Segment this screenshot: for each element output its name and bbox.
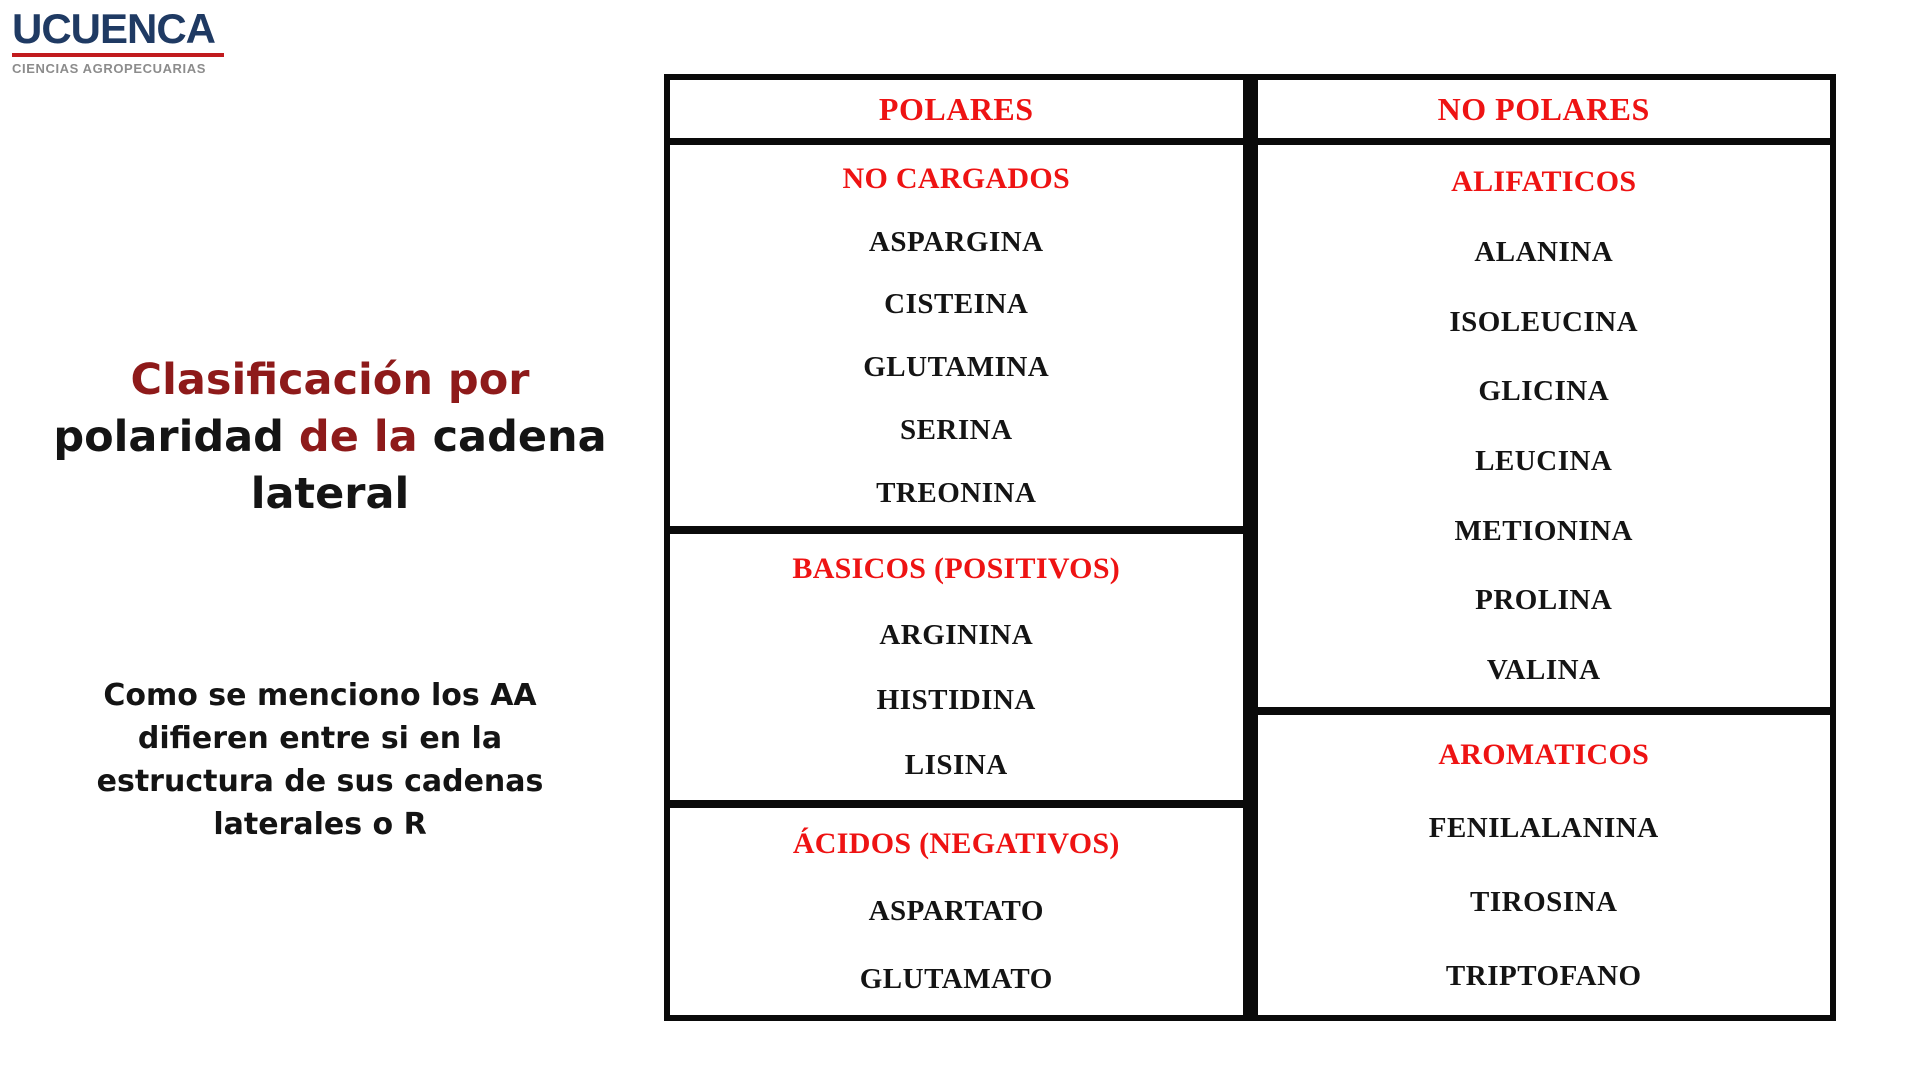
table-column: ALIFATICOS ALANINA ISOLEUCINA GLICINA LEUCIN… [1257,145,1830,1015]
amino-acid-item: ISOLEUCINA [1449,305,1639,338]
paragraph-line: difieren entre si en la [137,721,503,756]
amino-acid-item: CISTEINA [884,288,1029,321]
classification-table: POLARES NO POLARES NO CARGADOS ASPARGINA CI… [664,74,1836,1021]
amino-acid-item: TRIPTOFANO [1445,959,1642,992]
section-title: ÁCIDOS (NEGATIVOS) [792,826,1120,860]
amino-acid-item: LISINA [904,748,1008,781]
table-column: NO CARGADOS ASPARGINA CISTEINA GLUTAMINA SER… [670,145,1243,1015]
table-column-header: NO POLARES [1257,80,1830,138]
section-title: AROMATICOS [1438,737,1650,771]
logo-wordmark: UCUENCA [12,5,216,52]
amino-acid-item: GLUTAMINA [863,351,1050,384]
table-section: AROMATICOS FENILALANINA TIROSINA TRIPTOFANO [1257,715,1830,1015]
amino-acid-item: SERINA [899,413,1013,446]
amino-acid-item: ALANINA [1474,236,1614,268]
section-title: ALIFATICOS [1451,165,1637,199]
amino-acid-item: GLUTAMATO [859,962,1053,995]
table-header-row: POLARES NO POLARES [670,80,1830,138]
amino-acid-item: TIROSINA [1470,885,1618,918]
table-column-header: POLARES [670,80,1243,138]
table-section: BASICOS (POSITIVOS) ARGININA HISTIDINA LISI… [670,534,1243,800]
amino-acid-item: FENILALANINA [1428,812,1659,845]
title-segment: lateral [250,469,410,519]
table-body-row: NO CARGADOS ASPARGINA CISTEINA GLUTAMINA SER… [670,145,1830,1015]
title-line: polaridad de la cadena [30,409,630,466]
amino-acid-item: ARGININA [879,618,1034,651]
paragraph-line: Como se menciono los AA [103,678,537,713]
logo-subtitle: CIENCIAS AGROPECUARIAS [12,61,207,76]
logo-underline [12,53,224,57]
title-segment: Clasificación por [130,355,530,405]
slide-title: Clasificación por polaridad de la cadena l… [30,352,630,523]
paragraph-line: estructura de sus cadenas [96,764,544,799]
table-section: ALIFATICOS ALANINA ISOLEUCINA GLICINA LEUCIN… [1257,145,1830,708]
table-section: ÁCIDOS (NEGATIVOS) ASPARTATO GLUTAMATO [670,807,1243,1015]
title-line: Clasificación por [30,352,630,409]
amino-acid-item: VALINA [1486,654,1601,687]
title-line: lateral [30,466,630,523]
amino-acid-item: ASPARGINA [868,225,1044,258]
title-segment: polaridad [53,412,299,462]
paragraph-line: laterales o R [213,807,427,842]
table-section: NO CARGADOS ASPARGINA CISTEINA GLUTAMINA SER… [670,145,1243,527]
amino-acid-item: PROLINA [1475,584,1613,617]
amino-acid-item: GLICINA [1478,375,1610,408]
amino-acid-item: HISTIDINA [876,683,1036,716]
title-segment: de la [298,412,418,462]
amino-acid-item: LEUCINA [1475,445,1613,478]
amino-acid-item: TREONINA [876,476,1037,509]
intro-paragraph: Como se menciono los AA difieren entre si… [50,674,590,846]
university-logo: UCUENCA CIENCIAS AGROPECUARIAS [12,6,224,76]
title-segment: cadena [417,412,607,462]
section-title: NO CARGADOS [842,161,1070,195]
amino-acid-item: METIONINA [1454,514,1633,547]
section-title: BASICOS (POSITIVOS) [792,552,1121,586]
amino-acid-item: ASPARTATO [868,895,1044,928]
